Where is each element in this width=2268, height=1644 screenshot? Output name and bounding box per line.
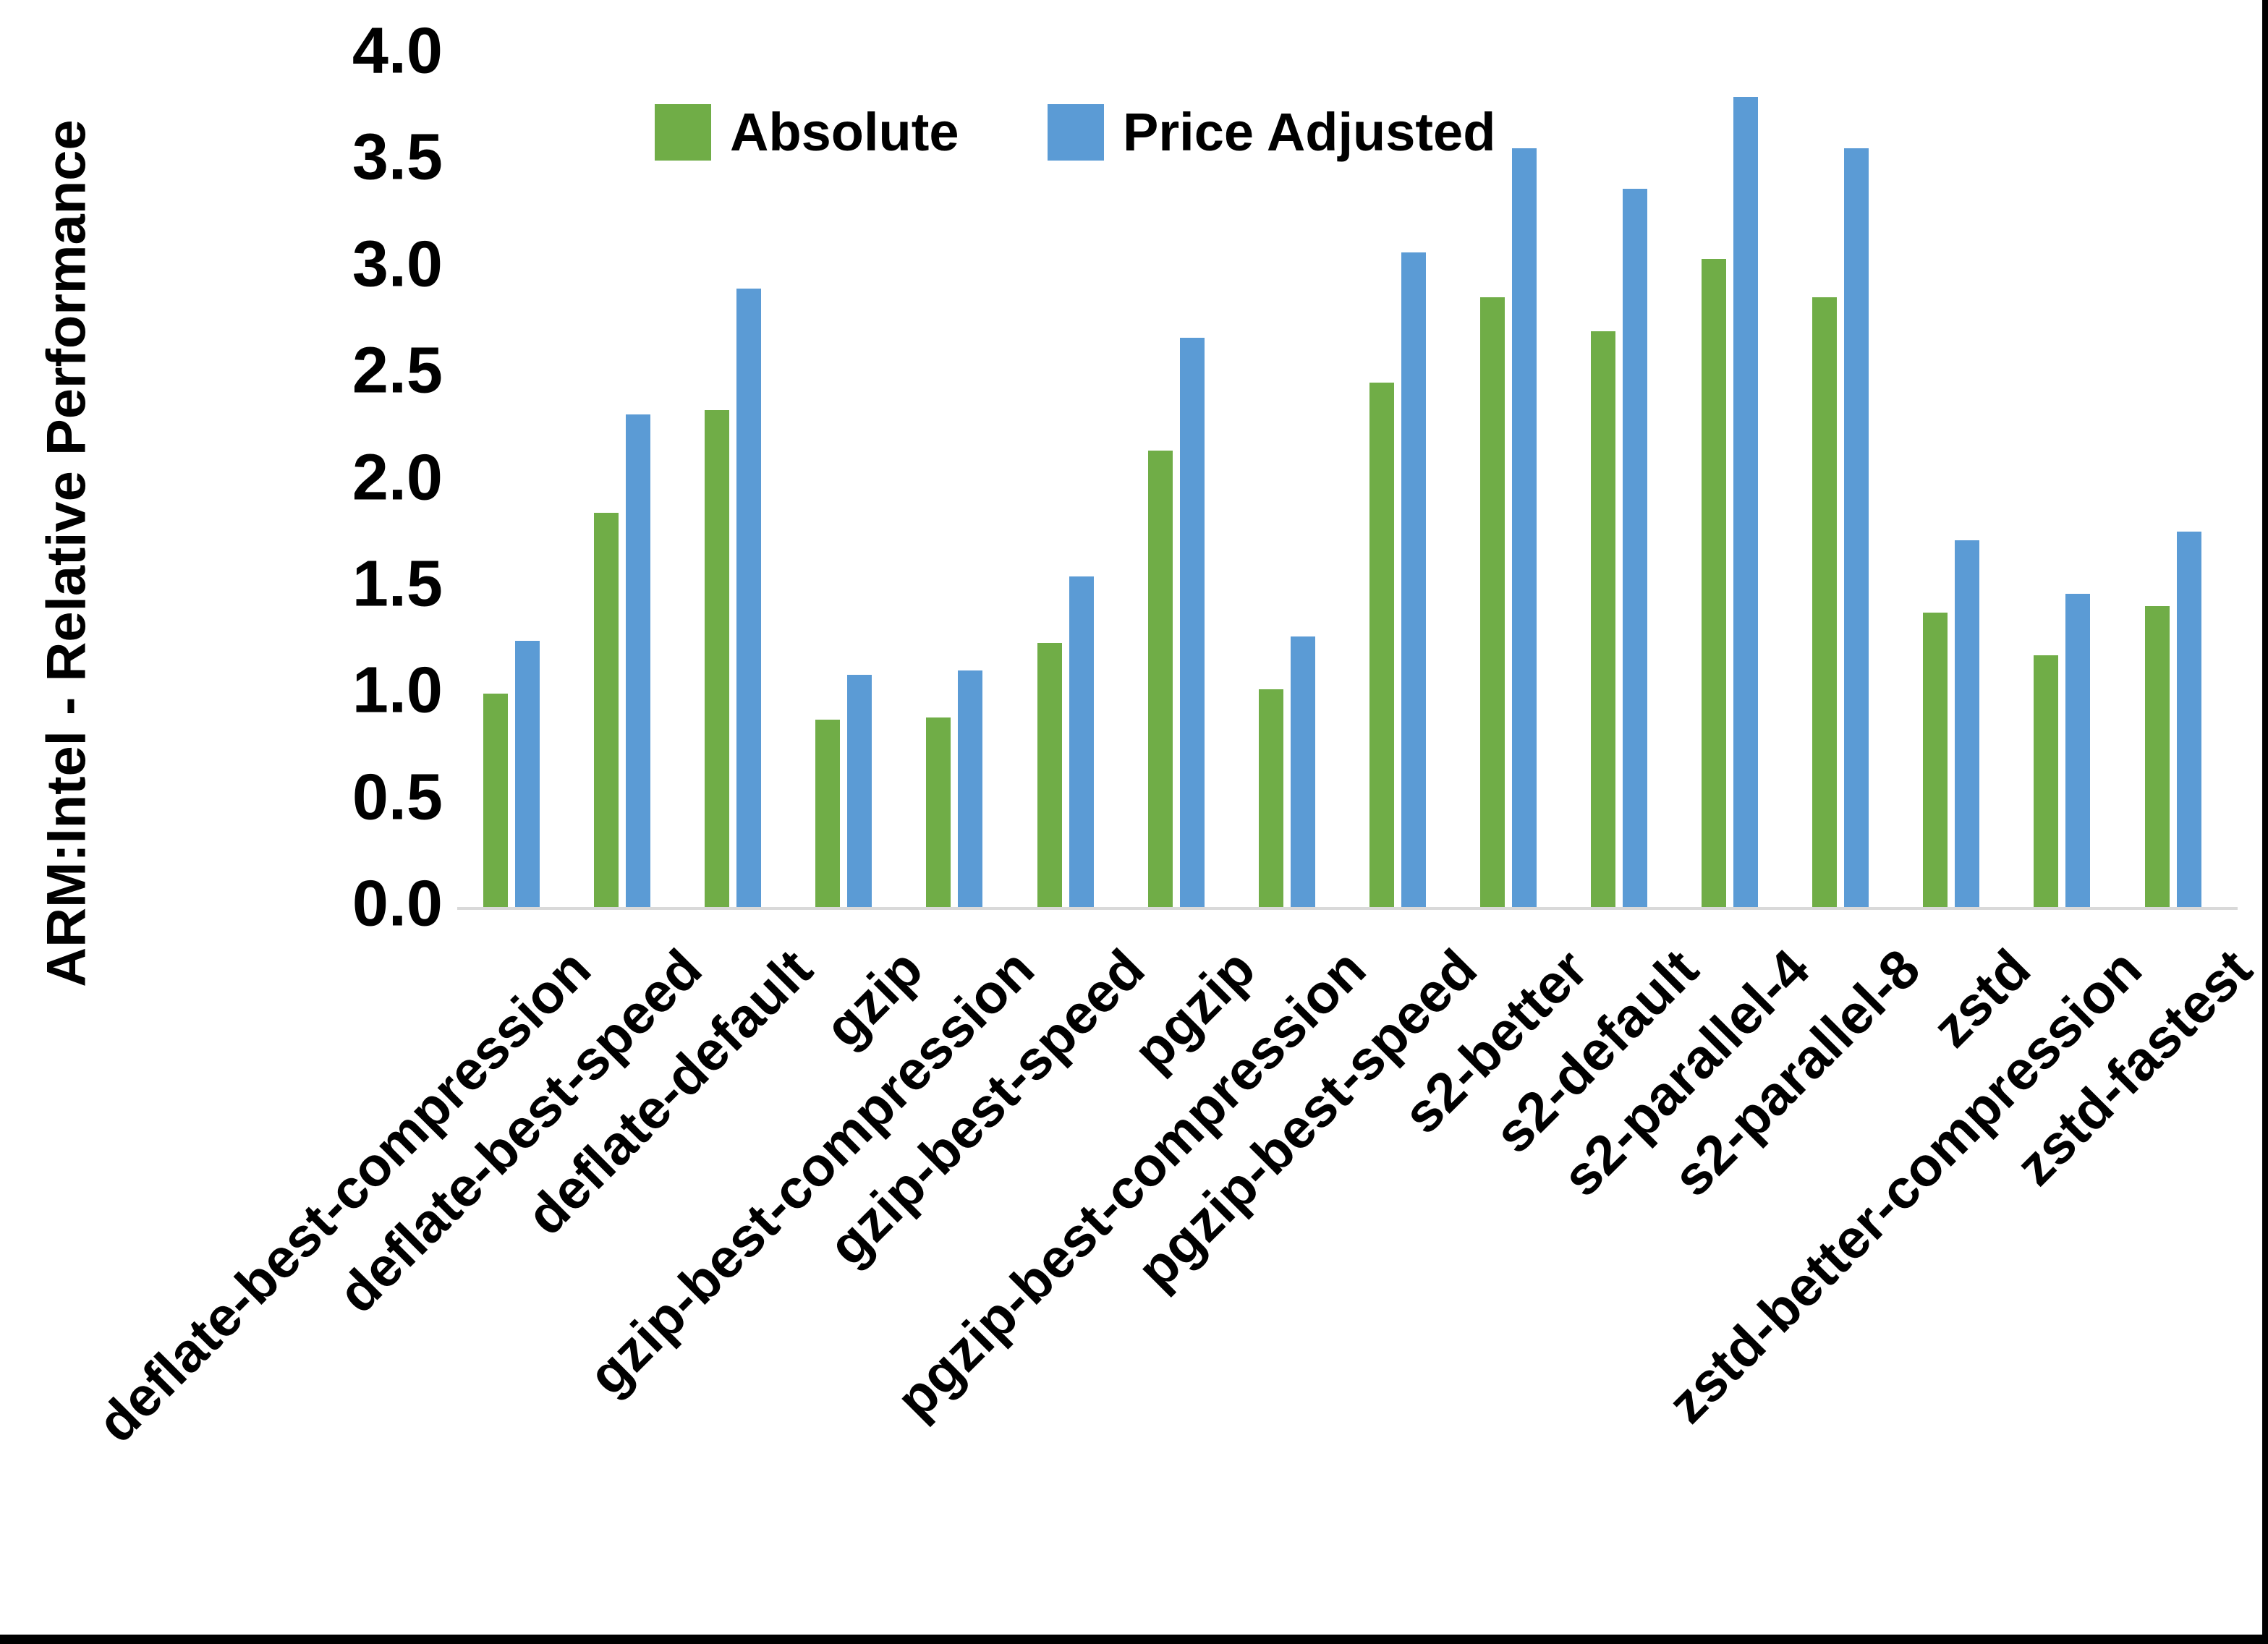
bar-absolute <box>1258 689 1283 907</box>
y-axis-tick-label: 4.0 <box>352 14 443 88</box>
legend-swatch-price-adjusted-icon <box>1048 103 1104 161</box>
bar-price-adjusted <box>1511 148 1537 907</box>
bar-price-adjusted <box>736 289 762 907</box>
y-axis-tick-label: 2.0 <box>352 440 443 514</box>
bar-absolute <box>594 512 619 907</box>
bar-absolute <box>705 410 730 907</box>
bar-absolute <box>483 694 508 907</box>
bar-absolute <box>2034 655 2059 907</box>
y-axis-tick-label: 1.0 <box>352 654 443 727</box>
bar-absolute <box>1702 258 1727 907</box>
bar-price-adjusted <box>1733 96 1759 907</box>
y-axis-tick-label: 2.5 <box>352 334 443 407</box>
bar-price-adjusted <box>1844 148 1869 907</box>
bar-absolute <box>1147 451 1173 907</box>
bar-price-adjusted <box>626 414 651 907</box>
bar-absolute <box>1591 331 1615 907</box>
image-border-bottom <box>0 1635 2268 1644</box>
bar-price-adjusted <box>1290 636 1315 907</box>
y-axis-tick-label: 1.5 <box>352 548 443 621</box>
bar-absolute <box>1369 382 1394 907</box>
bar-absolute <box>2144 606 2170 907</box>
bar-absolute <box>1812 297 1838 907</box>
y-axis-tick-label: 0.5 <box>352 761 443 834</box>
y-axis-tick-label: 0.0 <box>352 867 443 940</box>
bar-absolute <box>1923 613 1948 907</box>
bar-price-adjusted <box>515 640 540 907</box>
bar-price-adjusted <box>1955 540 1980 907</box>
bar-price-adjusted <box>1623 188 1647 907</box>
y-axis-tick-label: 3.0 <box>352 228 443 301</box>
bar-price-adjusted <box>1179 338 1205 907</box>
legend-item-absolute: Absolute <box>655 101 959 163</box>
y-axis-tick-label: 3.5 <box>352 121 443 194</box>
bar-price-adjusted <box>2176 532 2201 907</box>
legend-label-absolute: Absolute <box>730 102 959 162</box>
bar-absolute <box>815 719 841 907</box>
bar-absolute <box>926 717 951 907</box>
y-axis-title: ARM:Intel - Relative Performance <box>35 119 98 987</box>
bar-price-adjusted <box>847 674 872 907</box>
bar-price-adjusted <box>1069 576 1094 907</box>
bar-price-adjusted <box>958 670 983 907</box>
bar-absolute <box>1479 297 1505 907</box>
image-border-right <box>2262 0 2268 1644</box>
legend-item-price-adjusted: Price Adjusted <box>1048 101 1495 163</box>
bar-absolute <box>1037 642 1062 907</box>
legend-label-price-adjusted: Price Adjusted <box>1123 102 1496 162</box>
bar-price-adjusted <box>2065 593 2091 907</box>
x-axis-line <box>457 907 2238 910</box>
legend-swatch-absolute-icon <box>655 103 711 161</box>
bar-price-adjusted <box>1401 252 1426 907</box>
